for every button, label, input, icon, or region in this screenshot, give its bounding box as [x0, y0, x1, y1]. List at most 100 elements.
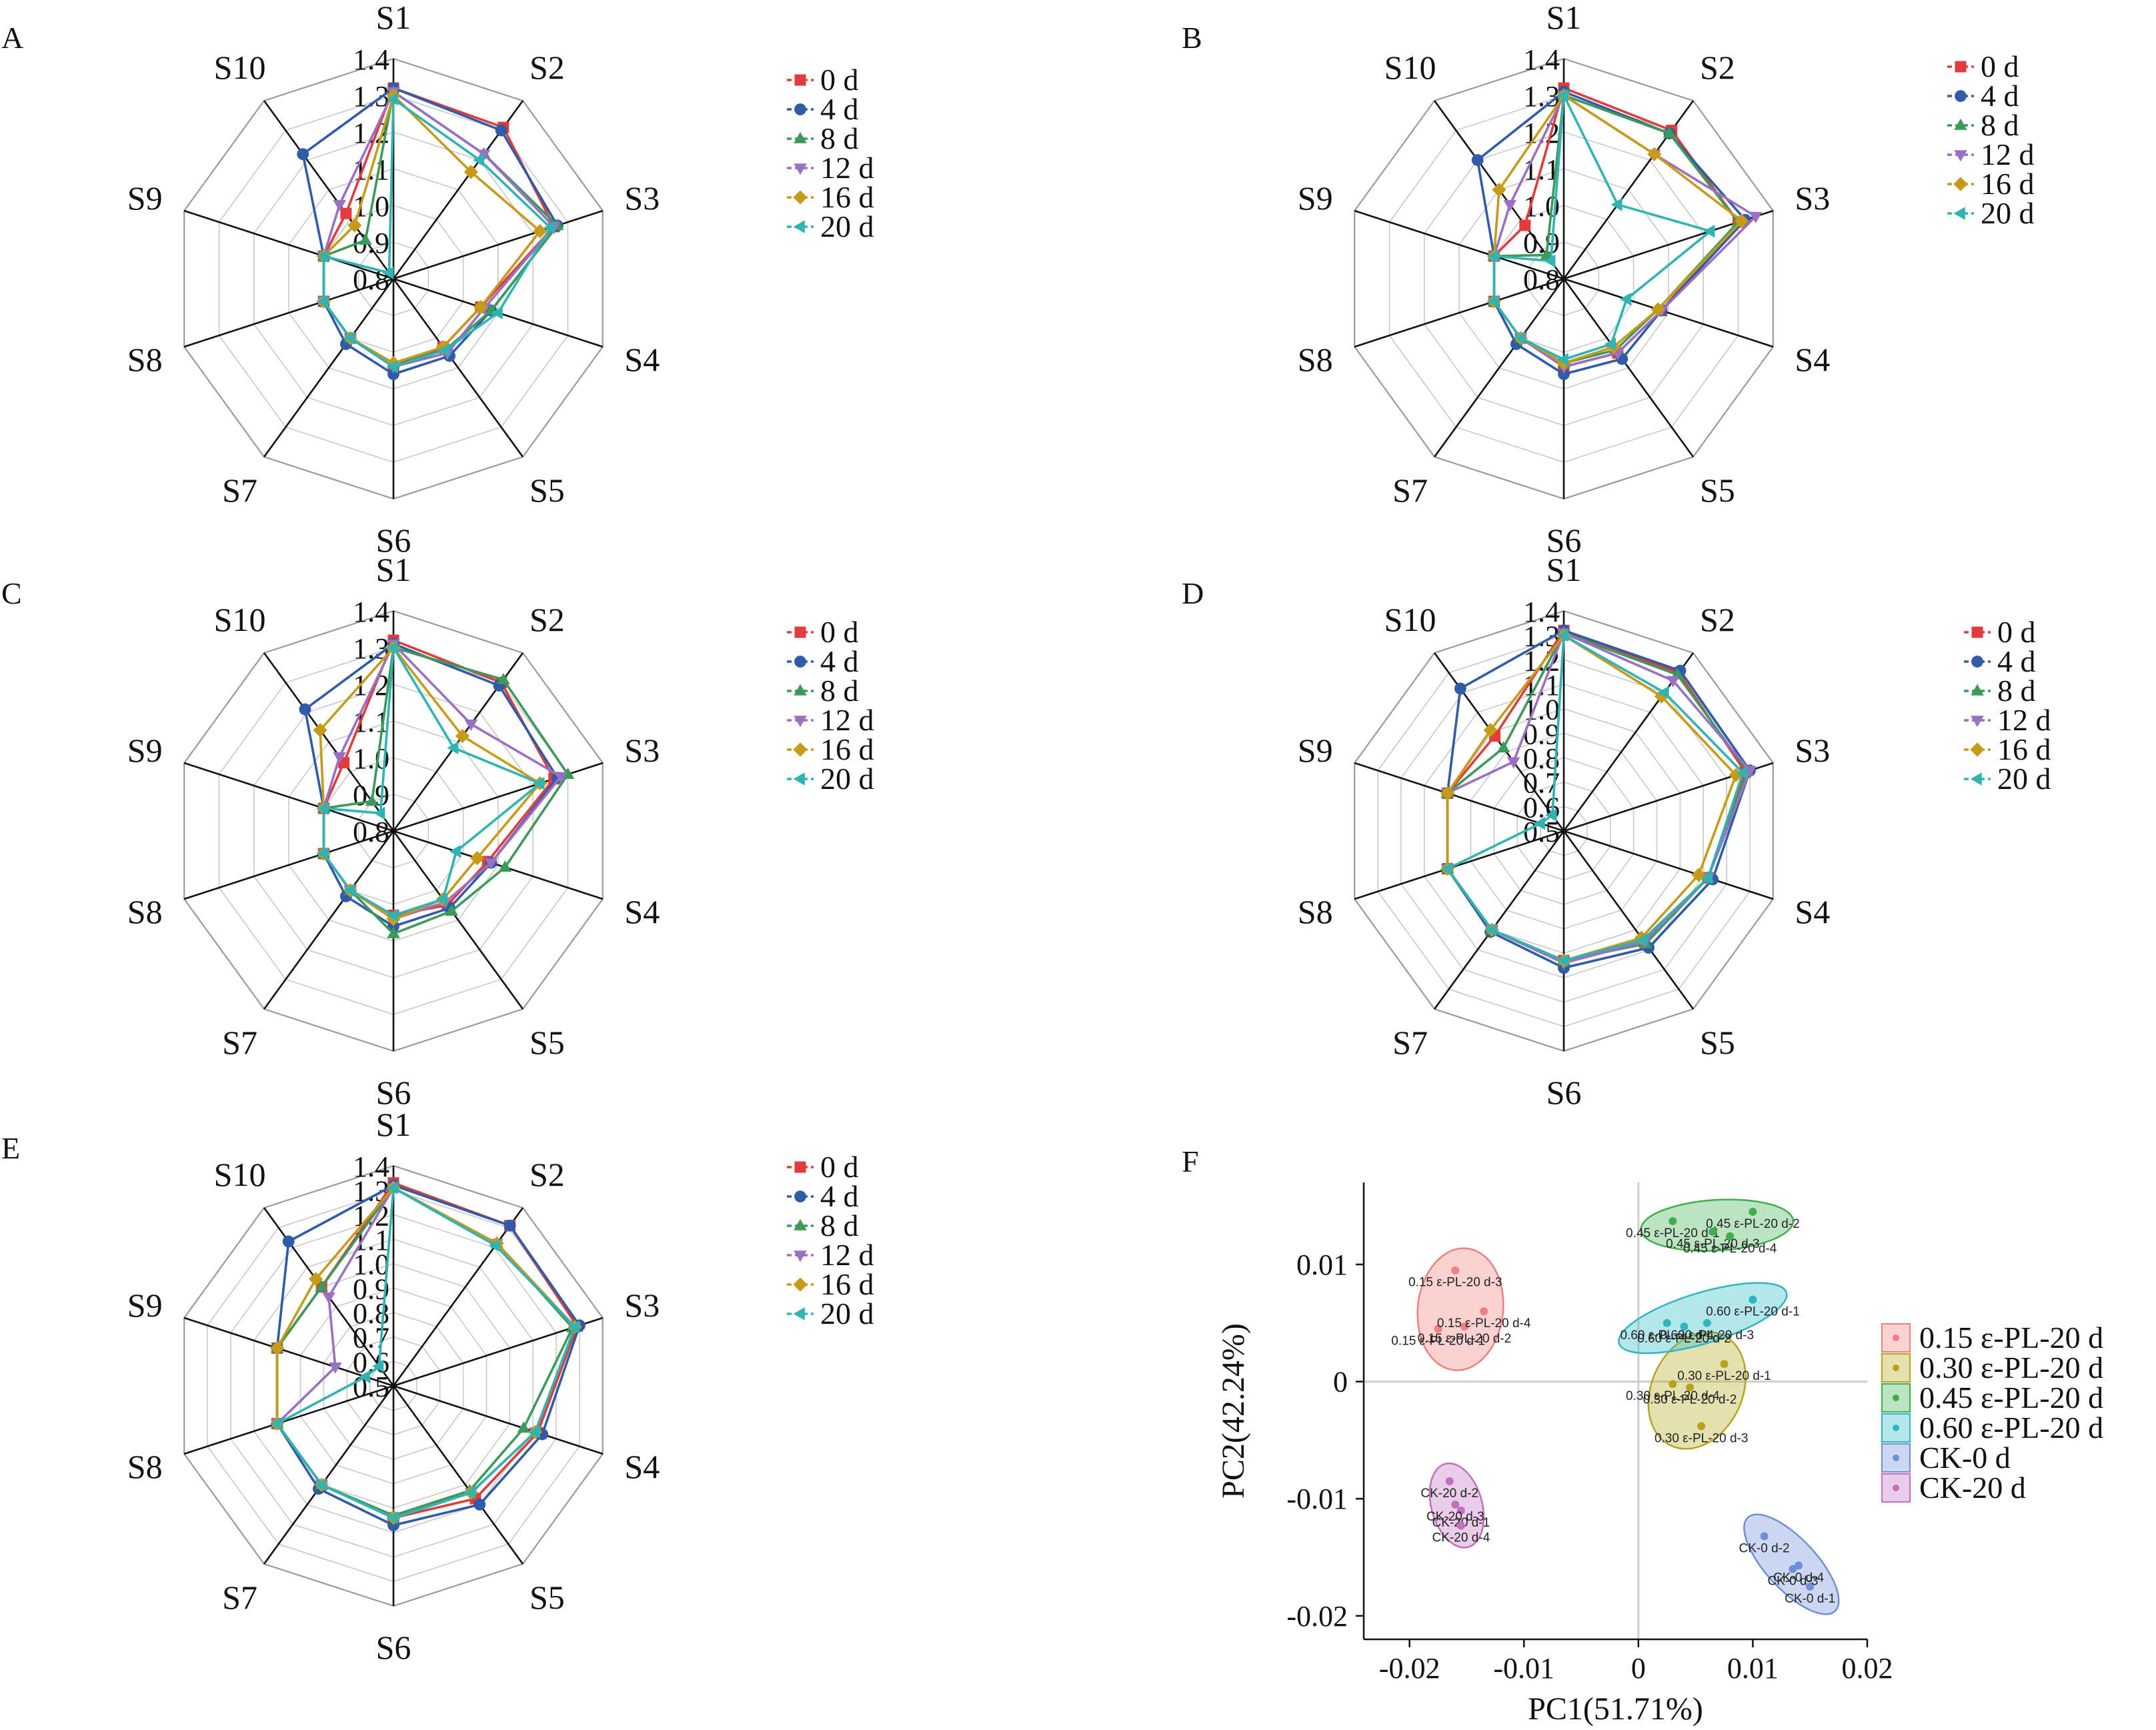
- legend: 0 d4 d8 d12 d16 d20 d: [1964, 615, 2051, 796]
- data-point: [495, 124, 507, 137]
- data-point: [447, 741, 459, 755]
- axis-spoke: [393, 209, 604, 280]
- data-point: [544, 221, 556, 235]
- data-point: [1556, 954, 1568, 968]
- legend-label: 16 d: [820, 180, 874, 214]
- panel-label: C: [1, 576, 22, 610]
- data-point: [1789, 1565, 1797, 1573]
- axis-label-S5: S5: [1700, 1024, 1735, 1061]
- legend-label: 16 d: [820, 1267, 874, 1301]
- data-point: [1492, 182, 1506, 197]
- point-label: CK-20 d-3: [1426, 1510, 1484, 1524]
- legend-marker: [794, 131, 807, 143]
- axis-label-S6: S6: [376, 1629, 411, 1666]
- data-point: [1806, 1582, 1815, 1591]
- axis-spoke: [1354, 830, 1564, 900]
- series-line: [1446, 634, 1737, 962]
- data-point: [386, 641, 398, 654]
- data-point: [1451, 1266, 1460, 1274]
- data-point: [347, 218, 362, 233]
- data-point: [333, 199, 346, 211]
- data-point: [1440, 786, 1455, 800]
- legend-marker: [794, 626, 806, 638]
- legend-marker: [1953, 177, 1968, 191]
- point-label: CK-0 d-3: [1767, 1575, 1818, 1589]
- axis-label-S2: S2: [529, 1156, 565, 1193]
- legend-marker: [794, 1218, 807, 1230]
- legend-label: 0 d: [820, 1150, 859, 1184]
- data-point: [1657, 686, 1669, 700]
- data-point: [386, 1511, 398, 1525]
- axis-label-S1: S1: [376, 1106, 411, 1143]
- axis-label-S1: S1: [1546, 551, 1582, 588]
- x-tick-label: 0.01: [1727, 1652, 1779, 1685]
- data-point: [1460, 1323, 1468, 1331]
- legend-label: 8 d: [1997, 674, 2036, 708]
- legend-label: 4 d: [820, 644, 859, 678]
- axis-label-S7: S7: [1392, 472, 1428, 509]
- data-point: [270, 1417, 282, 1431]
- data-point: [1487, 249, 1499, 263]
- legend-label: 0.45 ε-PL-20 d: [1919, 1381, 2103, 1415]
- axis-label-S9: S9: [127, 1286, 163, 1324]
- axis-spoke: [1433, 652, 1565, 832]
- series-20d: [1487, 89, 1715, 366]
- data-point: [1451, 1501, 1460, 1509]
- y-tick-label: -0.02: [1286, 1600, 1348, 1633]
- series-line: [1446, 634, 1745, 962]
- axis-label-S4: S4: [624, 1448, 660, 1485]
- series-0d: [271, 1177, 583, 1524]
- data-point: [1703, 1319, 1711, 1327]
- data-point: [317, 295, 329, 308]
- axis-label-S4: S4: [624, 341, 660, 378]
- tick-label: 1.4: [353, 1150, 389, 1183]
- axis-label-S9: S9: [1298, 732, 1333, 769]
- legend-label: 12 d: [1981, 137, 2035, 171]
- legend-marker: [794, 1250, 807, 1262]
- data-point: [469, 851, 485, 866]
- tick-label: 0.8: [1523, 263, 1560, 296]
- legend: 0.15 ε-PL-20 d0.30 ε-PL-20 d0.45 ε-PL-20…: [1881, 1321, 2103, 1505]
- data-point: [464, 720, 478, 732]
- data-point: [1456, 1521, 1465, 1530]
- data-point: [517, 1421, 531, 1433]
- axis-spoke: [1354, 277, 1564, 348]
- data-point: [1610, 197, 1623, 211]
- series-20d: [270, 1181, 580, 1525]
- point-label: 0.60 ε-PL-20 d-1: [1706, 1305, 1800, 1319]
- legend-marker: [793, 220, 805, 233]
- data-point: [1545, 808, 1557, 822]
- legend-label: 12 d: [820, 1238, 874, 1272]
- radar-panel-E: ES1S2S3S4S5S6S7S8S9S100.50.60.70.80.91.0…: [1, 1106, 874, 1666]
- legend-dot: [1893, 1335, 1899, 1341]
- axis-label-S5: S5: [1700, 472, 1735, 509]
- axis-spoke: [1562, 830, 1695, 1010]
- legend-marker: [794, 656, 806, 668]
- data-point: [1445, 1477, 1454, 1485]
- point-label: 0.30 ε-PL-20 d-1: [1677, 1369, 1771, 1383]
- data-point: [1647, 147, 1662, 161]
- data-point: [1487, 295, 1499, 308]
- data-point: [358, 1370, 370, 1384]
- legend-label: 8 d: [820, 121, 859, 155]
- y-tick-label: 0: [1333, 1366, 1348, 1399]
- pca-group-2: 0.45 ε-PL-20 d-10.45 ε-PL-20 d-2 0.45 ε-P…: [1626, 1198, 1800, 1256]
- data-point: [473, 299, 488, 315]
- axis-label-S10: S10: [1384, 49, 1436, 86]
- legend-marker: [1955, 90, 1967, 102]
- data-point: [343, 884, 355, 897]
- point-label: 0.15 ε-PL-20 d-2: [1418, 1332, 1512, 1346]
- axis-label-S1: S1: [376, 551, 411, 588]
- pca-group-0: 0.15 ε-PL-20 d-10.15 ε-PL-20 d-20.15 ε-P…: [1391, 1247, 1531, 1371]
- legend-label: 0.15 ε-PL-20 d: [1919, 1321, 2103, 1355]
- data-point: [445, 904, 459, 916]
- data-point: [343, 331, 355, 345]
- axis-label-S4: S4: [1795, 341, 1830, 378]
- data-point: [1749, 1207, 1757, 1216]
- confidence-ellipse: [1416, 1247, 1504, 1371]
- point-label: CK-20 d-2: [1420, 1487, 1478, 1501]
- data-point: [340, 207, 352, 219]
- axis-label-S6: S6: [1546, 1074, 1582, 1111]
- data-point: [1558, 368, 1570, 380]
- axis-spoke: [392, 278, 524, 458]
